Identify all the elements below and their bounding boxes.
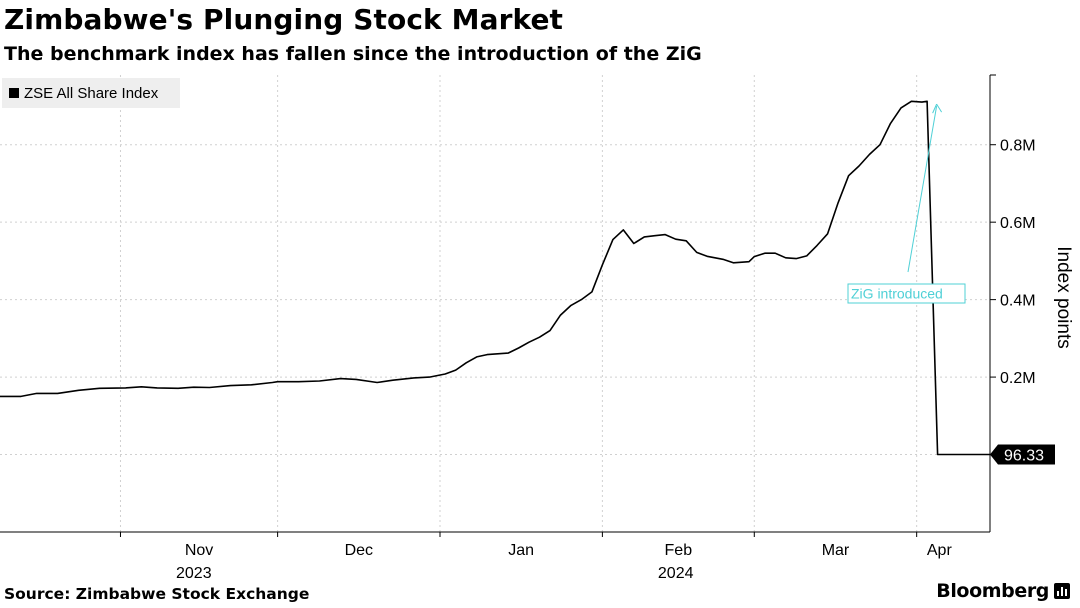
annotation-arrowhead (932, 103, 943, 114)
bloomberg-logo: Bloomberg (936, 580, 1070, 602)
y-tick-label: 0.6M (1000, 215, 1036, 232)
chart-subtitle: The benchmark index has fallen since the… (4, 43, 702, 65)
legend-label: ZSE All Share Index (24, 85, 159, 102)
legend: ZSE All Share Index (2, 78, 180, 108)
y-tick-label: 0.8M (1000, 138, 1036, 155)
last-value-badge (990, 444, 1055, 465)
x-tick-label: Mar (822, 542, 850, 559)
legend-box (2, 78, 180, 108)
year-label: 2024 (658, 565, 694, 580)
y-tick-label: 0.4M (1000, 293, 1036, 310)
y-axis-title: Index points (1053, 246, 1074, 348)
y-tick-label: 0.2M (1000, 370, 1036, 387)
x-tick-label: Apr (927, 542, 953, 559)
annotation-box (847, 283, 966, 304)
x-tick-label: Jan (508, 542, 534, 559)
x-tick-label: Feb (665, 542, 693, 559)
annotation-arrow (907, 106, 938, 273)
x-tick-label: Nov (185, 542, 213, 559)
year-label: 2023 (176, 565, 212, 580)
last-value-label: 96.33 (1004, 448, 1044, 465)
legend-swatch (9, 88, 19, 98)
bloomberg-bars-icon (1054, 583, 1070, 599)
line-chart: 0.2M 0.4M 0.6M 0.8M Nov Dec Jan Feb Mar Apr 2023 20… (0, 74, 1074, 580)
series-line-zse-all-share-index (0, 100, 990, 456)
x-tick-label: Dec (345, 542, 373, 559)
brand-name: Bloomberg (936, 580, 1049, 602)
chart-title: Zimbabwe's Plunging Stock Market (4, 3, 564, 36)
source-note: Source: Zimbabwe Stock Exchange (4, 585, 310, 603)
annotation-text: ZiG introduced (851, 286, 943, 302)
